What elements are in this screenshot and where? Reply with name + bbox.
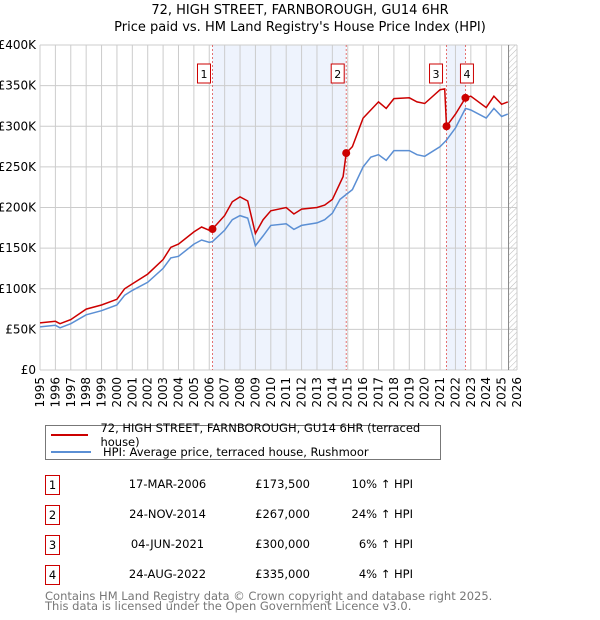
marker-number: 3 — [45, 535, 60, 555]
table-row: 1 17-MAR-2006 £173,500 10% ↑ HPI — [45, 475, 445, 495]
footer-licence: This data is licensed under the Open Gov… — [45, 599, 412, 613]
sale-marker-label: 2 — [334, 68, 341, 81]
table-row: 4 24-AUG-2022 £335,000 4% ↑ HPI — [45, 565, 445, 585]
sale-point — [342, 149, 351, 158]
sale-point — [208, 225, 217, 234]
x-tick-label: 1997 — [64, 377, 78, 408]
x-tick-label: 2011 — [279, 377, 293, 408]
hpi-change: 10% ↑ HPI — [351, 477, 413, 491]
x-tick-label: 2026 — [510, 377, 524, 408]
sale-price: £173,500 — [255, 477, 310, 491]
legend-label: HPI: Average price, terraced house, Rush… — [103, 445, 369, 459]
sale-point — [461, 93, 470, 102]
x-tick-label: 2004 — [171, 377, 185, 408]
x-tick-label: 2006 — [202, 377, 216, 408]
y-tick-label: £0 — [21, 363, 36, 377]
sale-price: £300,000 — [255, 537, 310, 551]
x-tick-label: 2015 — [341, 377, 355, 408]
y-tick-label: £150K — [0, 241, 37, 255]
sale-marker-box — [330, 63, 345, 84]
y-tick-label: £350K — [0, 79, 37, 93]
price-chart: 1995 1996 1997 1998 1999 2000 2001 2002 2003 2004… — [0, 38, 524, 408]
y-tick-label: £250K — [0, 160, 37, 174]
x-tick-label: 2024 — [479, 377, 493, 408]
footer-copyright: Contains HM Land Registry data © Crown c… — [45, 589, 493, 603]
marker-number: 2 — [45, 505, 60, 525]
table-row: 3 04-JUN-2021 £300,000 6% ↑ HPI — [45, 535, 445, 555]
x-tick-label: 2008 — [233, 377, 247, 408]
x-tick-label: 2003 — [156, 377, 170, 408]
x-tick-label: 1999 — [95, 377, 109, 408]
legend-label: 72, HIGH STREET, FARNBOROUGH, GU14 6HR (… — [100, 421, 421, 449]
x-tick-label: 2007 — [218, 377, 232, 408]
x-tick-label: 2012 — [295, 377, 309, 408]
legend: 72, HIGH STREET, FARNBOROUGH, GU14 6HR (… — [45, 421, 441, 460]
sale-marker-box — [429, 63, 444, 84]
sale-marker-box — [459, 63, 474, 84]
sale-price: £267,000 — [255, 507, 310, 521]
x-tick-label: 2022 — [448, 377, 462, 408]
marker-number: 1 — [45, 475, 60, 495]
y-tick-label: £50K — [5, 322, 37, 336]
x-tick-label: 2009 — [248, 377, 262, 408]
chart-subtitle: Price paid vs. HM Land Registry's House … — [114, 20, 486, 35]
sale-date: 24-NOV-2014 — [129, 507, 206, 521]
legend-item-hpi: HPI: Average price, terraced house, Rush… — [46, 444, 369, 460]
x-tick-label: 2021 — [433, 377, 447, 408]
table-row: 2 24-NOV-2014 £267,000 24% ↑ HPI — [45, 505, 445, 525]
x-tick-label: 2002 — [141, 377, 155, 408]
chart-title: 72, HIGH STREET, FARNBOROUGH, GU14 6HR — [151, 3, 449, 18]
x-tick-label: 2016 — [356, 377, 370, 408]
x-tick-label: 2025 — [495, 377, 509, 408]
x-tick-label: 1996 — [48, 377, 62, 408]
x-tick-label: 2023 — [464, 377, 478, 408]
x-tick-label: 2001 — [125, 377, 139, 408]
hpi-line — [39, 107, 509, 329]
sale-marker-label: 3 — [433, 68, 440, 81]
y-tick-label: £200K — [0, 201, 37, 215]
y-tick-label: £400K — [0, 38, 37, 52]
sale-date: 24-AUG-2022 — [128, 567, 207, 581]
x-tick-label: 2013 — [310, 377, 324, 408]
sale-price: £335,000 — [255, 567, 310, 581]
sale-marker-label: 4 — [463, 68, 470, 81]
x-tick-label: 2019 — [402, 377, 416, 408]
sale-marker-box — [196, 63, 211, 84]
x-tick-label: 2018 — [387, 377, 401, 408]
x-tick-label: 2000 — [110, 377, 124, 408]
sale-marker-label: 1 — [200, 68, 207, 81]
x-tick-label: 1995 — [33, 377, 47, 408]
y-tick-label: £300K — [0, 119, 37, 133]
marker-number: 4 — [45, 565, 60, 585]
x-tick-label: 2020 — [418, 377, 432, 408]
hpi-change: 6% ↑ HPI — [358, 537, 413, 551]
x-tick-label: 2010 — [264, 377, 278, 408]
x-tick-label: 2014 — [325, 377, 339, 408]
x-tick-label: 2017 — [372, 377, 386, 408]
sale-date: 17-MAR-2006 — [128, 477, 207, 491]
y-tick-label: £100K — [0, 282, 37, 296]
legend-line-hpi — [51, 451, 91, 453]
legend-line-property — [51, 434, 89, 436]
hpi-change: 24% ↑ HPI — [351, 507, 413, 521]
property-price-line — [39, 88, 509, 325]
x-tick-label: 1998 — [79, 377, 93, 408]
hpi-change: 4% ↑ HPI — [358, 567, 413, 581]
legend-item-property: 72, HIGH STREET, FARNBOROUGH, GU14 6HR (… — [46, 421, 440, 449]
sale-date: 04-JUN-2021 — [130, 537, 205, 551]
x-tick-label: 2005 — [187, 377, 201, 408]
sale-point — [442, 122, 451, 131]
